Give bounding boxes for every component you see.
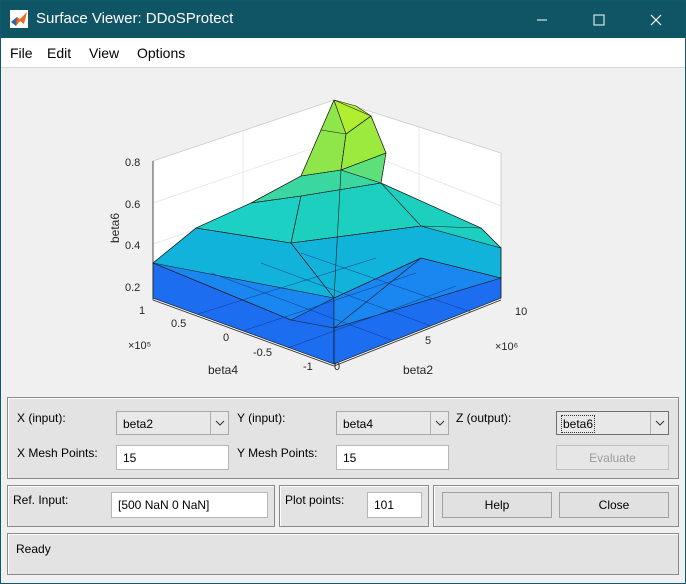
y-mesh-label: Y Mesh Points: xyxy=(237,446,318,460)
z-output-value: beta6 xyxy=(560,415,596,433)
menu-file[interactable]: File xyxy=(10,45,33,61)
surface-plot[interactable]: 0.2 0.4 0.6 0.8 beta6 1 0.5 0 -0.5 -1 ×1… xyxy=(1,68,685,394)
y-input-value: beta4 xyxy=(343,417,374,431)
close-button[interactable]: Close xyxy=(559,492,669,518)
y-tick-0: -1 xyxy=(303,361,313,373)
z-tick-0: 0.2 xyxy=(125,282,140,294)
chevron-down-icon xyxy=(430,412,448,434)
y-axis-label: beta4 xyxy=(208,363,238,377)
x-input-dropdown[interactable]: beta2 xyxy=(116,411,229,435)
y-tick-1: -0.5 xyxy=(253,347,272,359)
variable-selection-panel: X (input): beta2 Y (input): beta4 Z (out… xyxy=(7,397,679,479)
x-input-value: beta2 xyxy=(123,417,154,431)
status-panel: Ready xyxy=(7,533,679,575)
help-button[interactable]: Help xyxy=(442,492,552,518)
y-input-label: Y (input): xyxy=(237,411,286,425)
maximize-button[interactable] xyxy=(576,1,622,38)
surface-mesh xyxy=(152,99,502,365)
surface-plot-area[interactable]: 0.2 0.4 0.6 0.8 beta6 1 0.5 0 -0.5 -1 ×1… xyxy=(1,68,685,394)
axes xyxy=(152,161,502,367)
chevron-down-icon xyxy=(210,412,228,434)
y-tick-2: 0 xyxy=(223,332,229,344)
y-tick-3: 0.5 xyxy=(171,318,186,330)
maximize-icon xyxy=(593,14,605,25)
menu-options[interactable]: Options xyxy=(137,45,186,61)
matlab-logo-icon xyxy=(10,10,28,28)
z-tick-3: 0.8 xyxy=(125,157,140,169)
evaluate-button[interactable]: Evaluate xyxy=(556,445,669,470)
ref-input-field[interactable]: [500 NaN 0 NaN] xyxy=(111,492,268,518)
menu-view[interactable]: View xyxy=(89,45,120,61)
close-window-button[interactable] xyxy=(633,1,679,38)
menu-edit[interactable]: Edit xyxy=(47,45,72,61)
plot-points-label: Plot points: xyxy=(285,493,345,507)
x-axis-multiplier: ×10⁶ xyxy=(495,341,518,353)
x-mesh-label: X Mesh Points: xyxy=(17,446,98,460)
ref-input-panel: Ref. Input: [500 NaN 0 NaN] xyxy=(7,485,275,527)
z-axis-label: beta6 xyxy=(108,213,122,243)
action-buttons-panel: Help Close xyxy=(433,485,679,527)
plot-points-panel: Plot points: 101 xyxy=(279,485,429,527)
minimize-icon xyxy=(537,19,547,20)
z-output-label: Z (output): xyxy=(456,411,512,425)
close-icon xyxy=(650,14,662,25)
z-tick-1: 0.4 xyxy=(125,240,140,252)
menu-bar: File Edit View Options xyxy=(1,38,685,68)
y-mesh-input[interactable]: 15 xyxy=(336,445,449,470)
x-tick-1: 5 xyxy=(425,335,431,347)
z-tick-2: 0.6 xyxy=(125,199,140,211)
x-tick-0: 0 xyxy=(334,361,340,373)
minimize-button[interactable] xyxy=(519,1,565,38)
title-bar[interactable]: Surface Viewer: DDoSProtect xyxy=(1,1,685,38)
chevron-down-icon xyxy=(650,412,668,434)
plot-points-input[interactable]: 101 xyxy=(367,492,422,518)
x-input-label: X (input): xyxy=(17,411,66,425)
window-title: Surface Viewer: DDoSProtect xyxy=(36,10,234,27)
y-axis-multiplier: ×10⁵ xyxy=(128,340,151,352)
ref-input-label: Ref. Input: xyxy=(13,493,69,507)
z-output-dropdown[interactable]: beta6 xyxy=(556,411,669,435)
y-tick-4: 1 xyxy=(139,305,145,317)
status-text: Ready xyxy=(16,542,51,556)
y-input-dropdown[interactable]: beta4 xyxy=(336,411,449,435)
x-tick-2: 10 xyxy=(515,306,527,318)
x-mesh-input[interactable]: 15 xyxy=(116,445,229,470)
x-axis-label: beta2 xyxy=(403,363,433,377)
